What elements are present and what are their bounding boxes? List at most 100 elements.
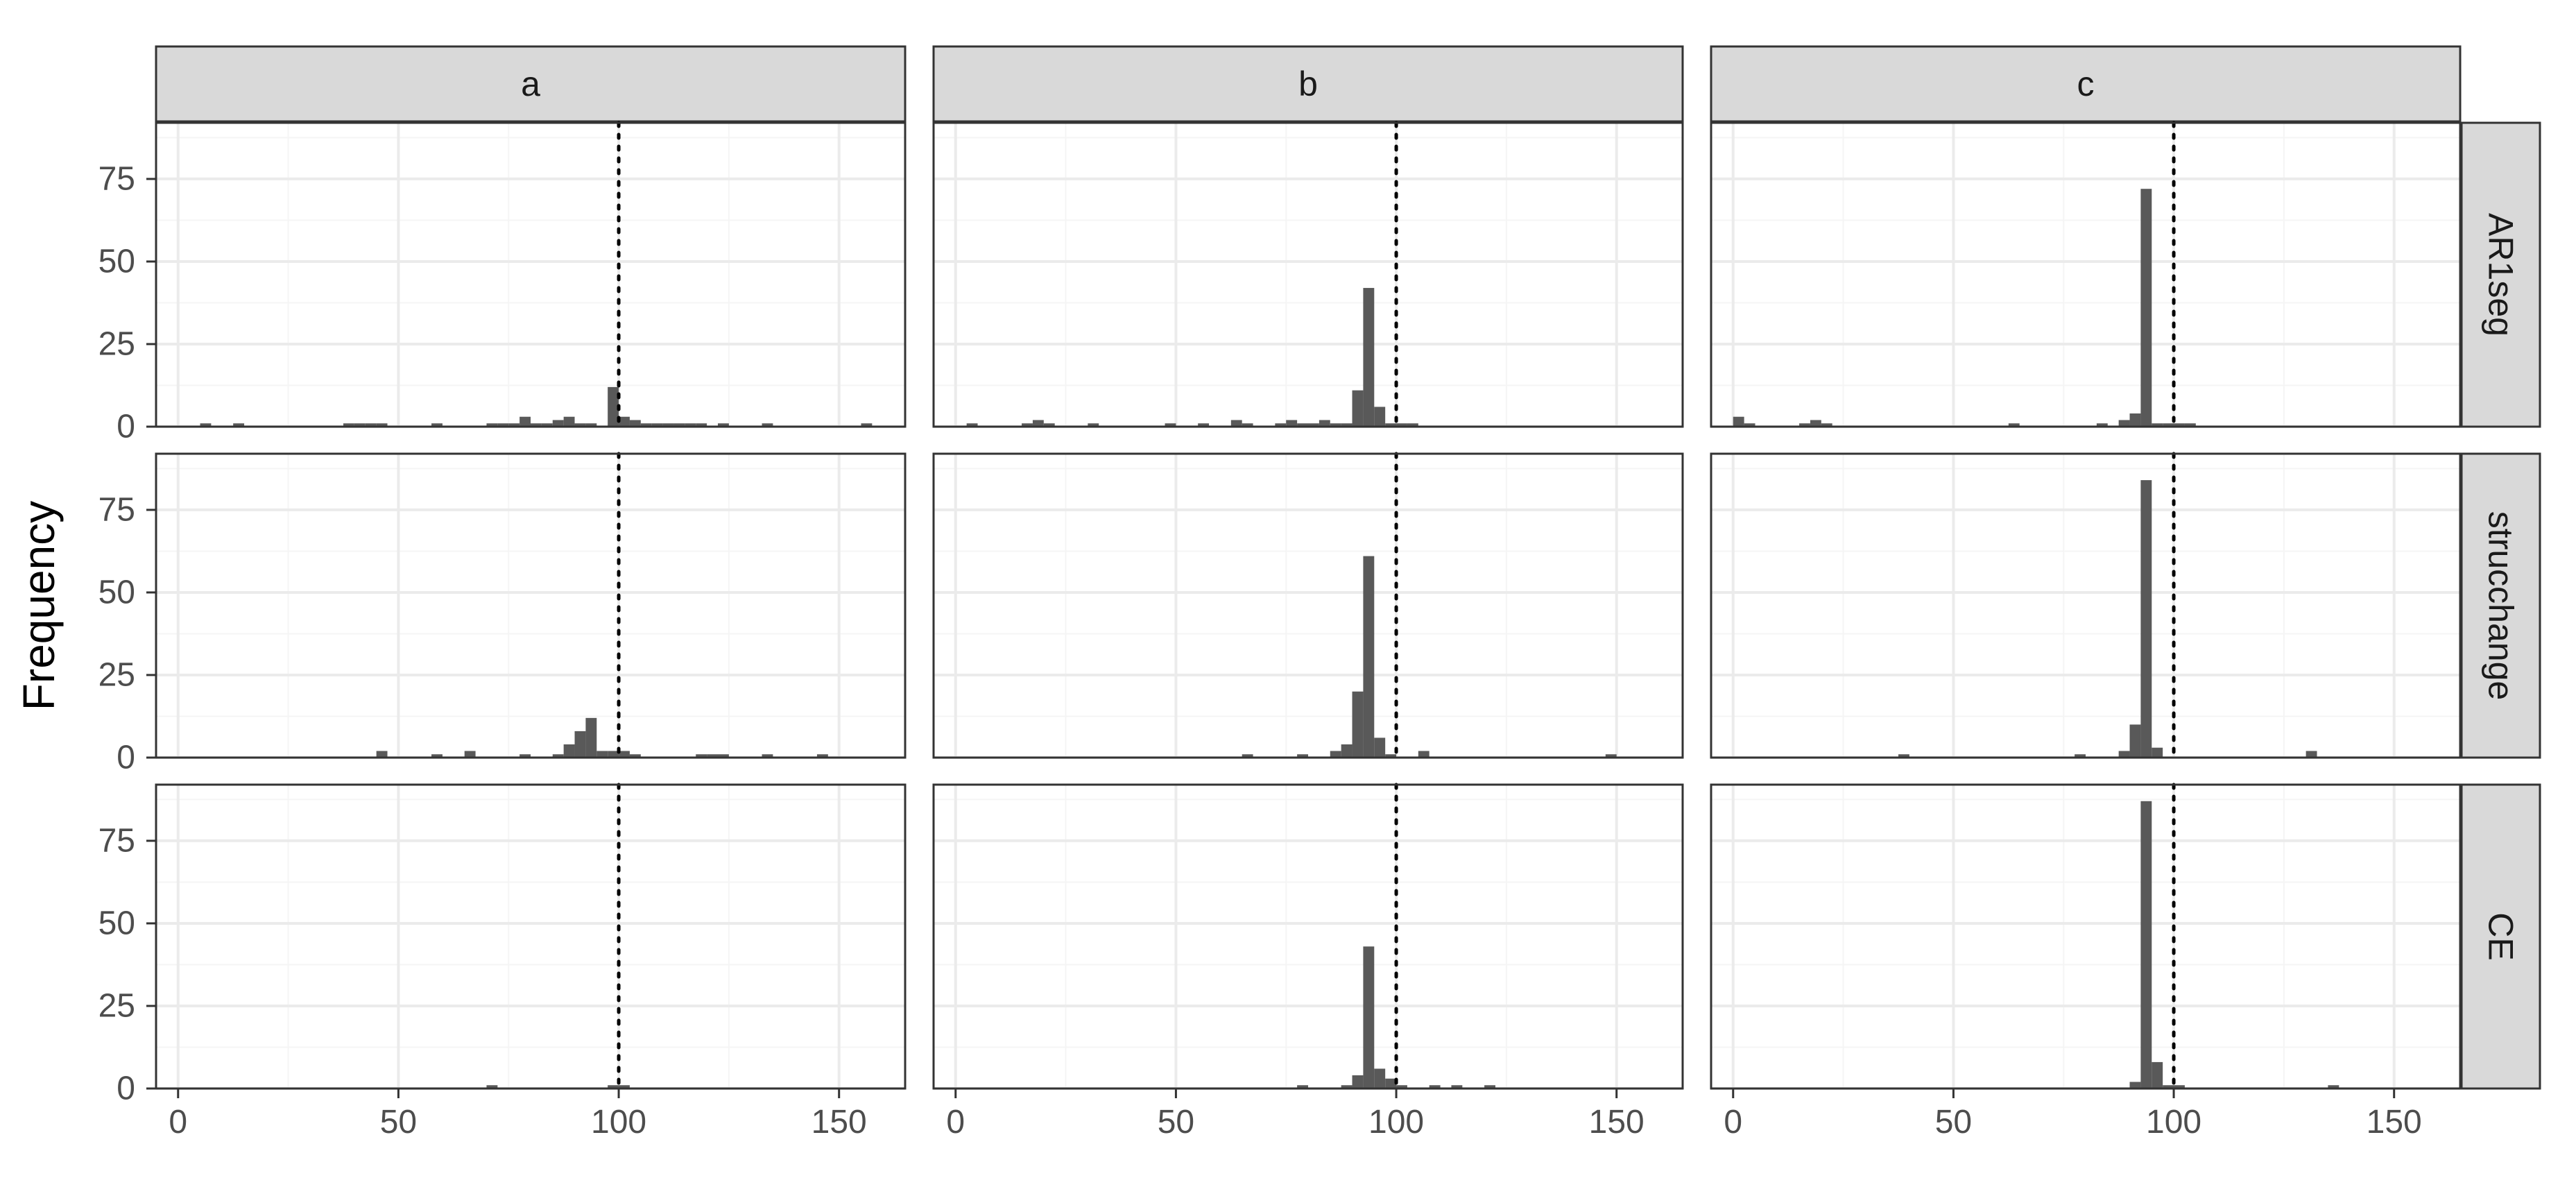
histogram-bar: [1429, 1085, 1441, 1089]
histogram-bar: [1032, 420, 1044, 427]
histogram-bar: [1799, 423, 1810, 427]
x-tick-label: 50: [380, 1104, 417, 1141]
panel-bg-strucchange-a: [156, 454, 905, 758]
strip-col-label-a: a: [521, 65, 540, 103]
y-tick-label: 75: [98, 491, 135, 528]
histogram-bar: [1297, 1085, 1308, 1089]
histogram-bar: [2118, 751, 2130, 758]
histogram-bar: [1396, 423, 1407, 427]
histogram-bar: [1341, 1085, 1353, 1089]
x-tick-label: 150: [2367, 1104, 2422, 1141]
strip-row-strucchange: [2460, 452, 2541, 759]
histogram-bar: [762, 423, 773, 427]
histogram-bar: [662, 423, 674, 427]
panel-bg-strucchange-c: [1711, 454, 2460, 758]
strip-col-c: [1710, 45, 2462, 123]
histogram-bar: [2152, 747, 2163, 758]
histogram-bar: [233, 423, 245, 427]
x-tick-label: 150: [1589, 1104, 1645, 1141]
histogram-bar: [1341, 423, 1353, 427]
histogram-bar: [585, 717, 597, 758]
histogram-bar: [2008, 423, 2020, 427]
strip-col-label-b: b: [1298, 65, 1318, 103]
histogram-bar: [464, 751, 476, 758]
histogram-bar: [2174, 1085, 2185, 1089]
histogram-bar: [1385, 754, 1397, 758]
panel-border-AR1seg-b: [932, 121, 1684, 428]
histogram-bar: [431, 754, 443, 758]
histogram-bar: [552, 420, 564, 427]
histogram-bar: [673, 423, 685, 427]
histogram-bar: [1374, 1068, 1386, 1089]
histogram-bar: [1297, 423, 1308, 427]
histogram-bar: [1352, 691, 1364, 758]
histogram-bar: [629, 420, 641, 427]
x-tick-label: 50: [1158, 1104, 1194, 1141]
histogram-bar: [1330, 423, 1341, 427]
histogram-bar: [497, 423, 509, 427]
strip-col-label-c: c: [2077, 65, 2095, 103]
histogram-bar: [608, 386, 619, 427]
histogram-bar: [563, 744, 575, 758]
histogram-bar: [1744, 423, 1755, 427]
histogram-bar: [1484, 1085, 1495, 1089]
y-tick-label: 75: [98, 160, 135, 197]
x-tick-label: 100: [1368, 1104, 1424, 1141]
strip-row-AR1seg: [2460, 121, 2541, 428]
histogram-bar: [486, 1085, 498, 1089]
histogram-bar: [508, 423, 520, 427]
histogram-bar: [365, 423, 377, 427]
histogram-bar: [1352, 390, 1364, 427]
strip-col-b: [932, 45, 1684, 123]
x-tick-label: 150: [812, 1104, 867, 1141]
panel-border-strucchange-c: [1710, 452, 2462, 759]
histogram-bar: [531, 423, 542, 427]
histogram-bar: [354, 423, 366, 427]
panel-border-AR1seg-c: [1710, 121, 2462, 428]
panel-border-CE-b: [932, 783, 1684, 1090]
histogram-bar: [608, 751, 619, 758]
histogram-bar: [1319, 420, 1330, 427]
histogram-bar: [1396, 1085, 1407, 1089]
histogram-bar: [486, 423, 498, 427]
y-axis-title: Frequency: [14, 501, 64, 710]
histogram-bar: [574, 731, 586, 758]
strip-col-a: [155, 45, 907, 123]
x-tick-label: 0: [1724, 1104, 1742, 1141]
histogram-bar: [2129, 413, 2141, 427]
panel-bg-AR1seg-a: [156, 123, 905, 427]
y-tick-label: 25: [98, 656, 135, 693]
histogram-bar: [2184, 423, 2196, 427]
histogram-bar: [2152, 423, 2163, 427]
histogram-bar: [619, 1085, 630, 1089]
histogram-bar: [2328, 1085, 2339, 1089]
y-tick-label: 50: [98, 574, 135, 611]
histogram-bar: [608, 1085, 619, 1089]
histogram-bar: [2129, 724, 2141, 758]
histogram-bar: [2305, 751, 2317, 758]
panel-bg-strucchange-b: [934, 454, 1683, 758]
histogram-bar: [1733, 416, 1744, 427]
histogram-bar: [574, 423, 586, 427]
histogram-bar: [2118, 420, 2130, 427]
histogram-bar: [619, 416, 630, 427]
strip-row-label-strucchange: strucchange: [2482, 511, 2521, 700]
histogram-bar: [2075, 754, 2086, 758]
x-tick-label: 100: [591, 1104, 646, 1141]
histogram-bar: [1308, 423, 1319, 427]
histogram-bar: [2163, 423, 2174, 427]
x-tick-label: 50: [1935, 1104, 1972, 1141]
strip-row-label-AR1seg: AR1seg: [2482, 213, 2521, 336]
histogram-bar: [629, 754, 641, 758]
histogram-bar: [200, 423, 212, 427]
histogram-bar: [1043, 423, 1055, 427]
histogram-bar: [1898, 754, 1909, 758]
histogram-bar: [1088, 423, 1099, 427]
histogram-bar: [718, 423, 729, 427]
histogram-bar: [552, 754, 564, 758]
histogram-bar: [1810, 420, 1821, 427]
histogram-bar: [651, 423, 663, 427]
histogram-bar: [2174, 423, 2185, 427]
histogram-bar: [1363, 946, 1375, 1089]
histogram-bar: [640, 423, 652, 427]
